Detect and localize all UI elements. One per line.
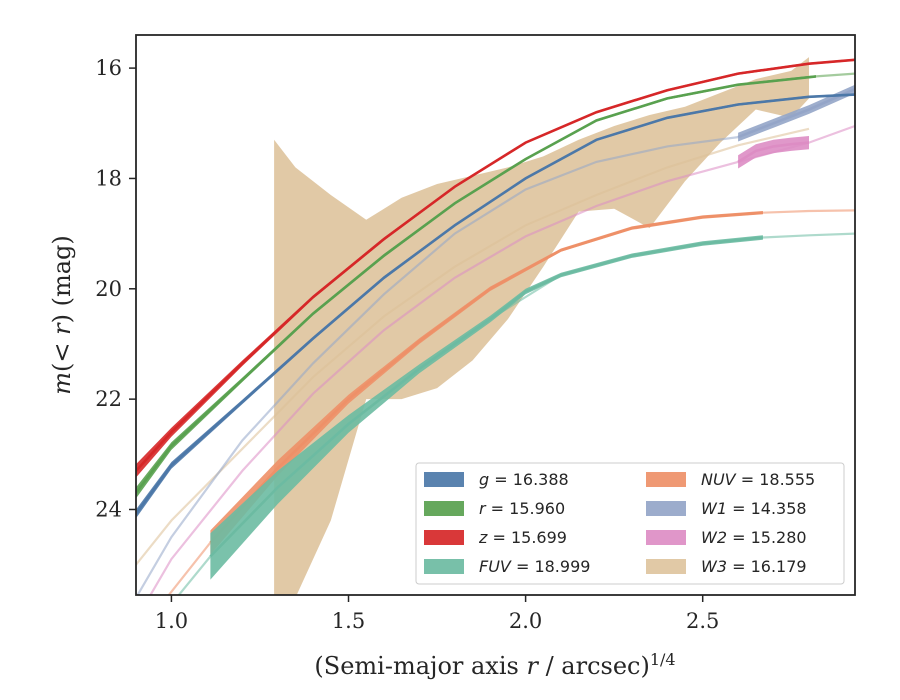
legend-swatch-r	[424, 501, 464, 516]
y-axis-label: m(< r) (mag)	[48, 235, 76, 395]
y-tick-label: 18	[95, 166, 122, 190]
x-axis: 1.0 1.5 2.0 2.5	[155, 595, 719, 633]
y-tick-label: 24	[95, 497, 122, 521]
series-w1-model-line	[136, 136, 739, 595]
legend-label-w2: W2 = 15.280	[701, 528, 807, 547]
y-axis: 16 18 20 22 24	[95, 56, 136, 521]
series-nuv-line	[209, 211, 763, 544]
y-tick-label: 16	[95, 56, 122, 80]
series-w2-band	[738, 136, 809, 169]
series-z-line	[136, 58, 855, 472]
legend-label-r: r = 15.960	[479, 499, 565, 518]
series-w3-band	[274, 57, 809, 595]
series-w2-line	[737, 141, 810, 164]
legend-box	[415, 462, 845, 585]
y-tick-label: 20	[95, 277, 122, 301]
legend-label-fuv: FUV = 18.999	[479, 557, 590, 576]
legend-swatch-g	[424, 472, 464, 487]
legend-swatch-w3	[646, 559, 686, 574]
series-g-line	[136, 93, 855, 515]
legend-swatch-w1	[646, 501, 686, 516]
legend-swatch-z	[424, 530, 464, 545]
x-tick-label: 1.0	[155, 609, 188, 633]
series-w1-line	[737, 87, 855, 139]
series-fuv-line	[209, 236, 764, 558]
legend: g = 16.388 r = 15.960 z = 15.699 FUV = 18.9…	[415, 462, 845, 585]
y-tick-label: 22	[95, 387, 122, 411]
legend-label-z: z = 15.699	[478, 528, 567, 547]
legend-label-nuv: NUV = 18.555	[701, 470, 815, 489]
series-r-model-line	[815, 72, 855, 78]
plot-frame	[135, 34, 856, 596]
legend-swatch-nuv	[646, 472, 686, 487]
x-axis-label: (Semi-major axis r / arcsec)1/4	[314, 650, 675, 680]
series-r-line	[136, 75, 817, 494]
x-tick-label: 2.5	[686, 609, 719, 633]
legend-swatch-w2	[646, 530, 686, 545]
plot-area	[136, 57, 855, 595]
x-tick-label: 1.5	[332, 609, 365, 633]
legend-label-w1: W1 = 14.358	[701, 499, 807, 518]
legend-swatch-fuv	[424, 559, 464, 574]
x-tick-label: 2.0	[509, 609, 542, 633]
legend-label-w3: W3 = 16.179	[701, 557, 807, 576]
legend-label-g: g = 16.388	[479, 470, 569, 489]
